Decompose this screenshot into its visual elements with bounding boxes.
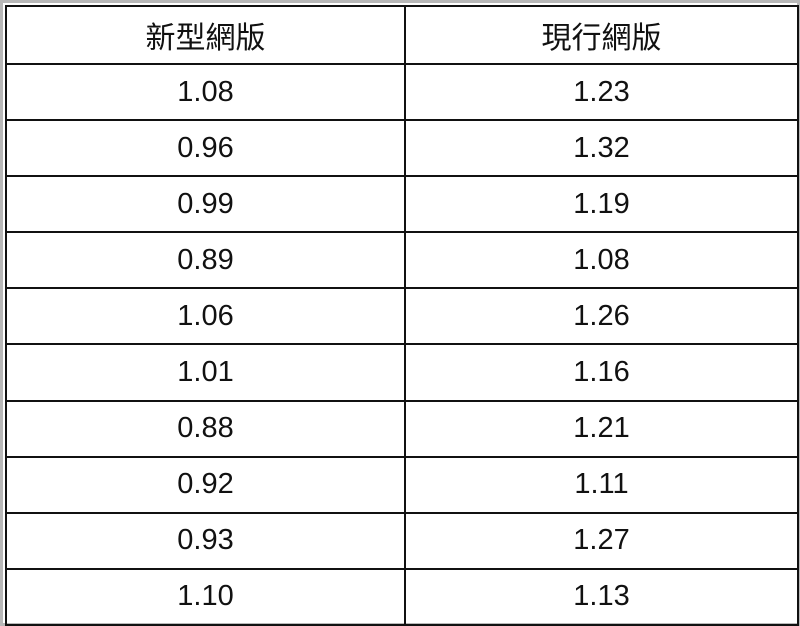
cell-new-screen: 0.89: [5, 231, 406, 290]
cell-current-screen: 1.32: [404, 119, 799, 178]
cell-current-screen: 1.13: [404, 567, 799, 626]
cell-new-screen: 0.88: [5, 399, 406, 458]
cell-current-screen: 1.23: [404, 62, 799, 122]
cell-new-screen: 1.10: [5, 567, 406, 626]
table-row: 1.06 1.26: [5, 287, 799, 346]
header-new-screen: 新型網版: [5, 5, 406, 65]
cell-current-screen: 1.27: [404, 511, 799, 570]
cell-new-screen: 0.96: [5, 119, 406, 178]
cell-current-screen: 1.11: [404, 455, 799, 514]
cell-current-screen: 1.16: [404, 343, 799, 402]
cell-current-screen: 1.19: [404, 175, 799, 234]
table-row: 0.93 1.27: [5, 511, 799, 570]
cell-new-screen: 0.99: [5, 175, 406, 234]
cell-current-screen: 1.21: [404, 399, 799, 458]
table-row: 0.89 1.08: [5, 231, 799, 290]
table-row: 0.92 1.11: [5, 455, 799, 514]
header-row: 新型網版 現行網版: [5, 5, 799, 65]
cell-current-screen: 1.08: [404, 231, 799, 290]
table-row: 1.10 1.13: [5, 567, 799, 626]
table-row: 1.08 1.23: [5, 62, 799, 122]
table-row: 0.96 1.32: [5, 119, 799, 178]
cell-new-screen: 1.08: [5, 62, 406, 122]
cell-new-screen: 0.93: [5, 511, 406, 570]
cell-current-screen: 1.26: [404, 287, 799, 346]
header-current-screen: 現行網版: [404, 5, 799, 65]
data-table: 新型網版 現行網版 1.08 1.23 0.96 1.32 0.99 1.19 0.89 1.…: [5, 5, 799, 626]
table-row: 0.99 1.19: [5, 175, 799, 234]
table-row: 1.01 1.16: [5, 343, 799, 402]
table-row: 0.88 1.21: [5, 399, 799, 458]
cell-new-screen: 0.92: [5, 455, 406, 514]
cell-new-screen: 1.01: [5, 343, 406, 402]
cell-new-screen: 1.06: [5, 287, 406, 346]
